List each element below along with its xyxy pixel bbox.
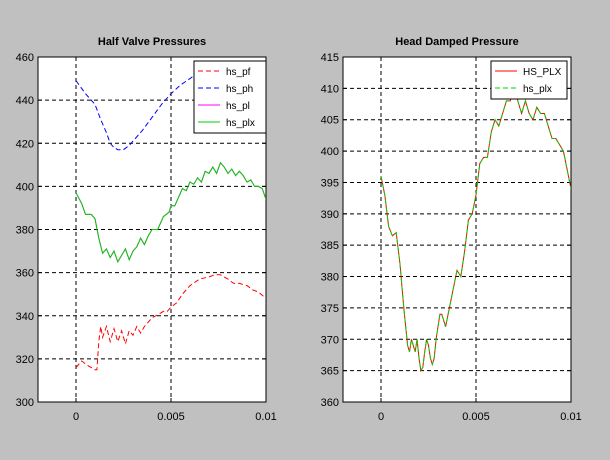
x-tick-label: 0.01 bbox=[255, 411, 276, 423]
data-series bbox=[380, 86, 571, 373]
y-tick-label: 365 bbox=[321, 366, 339, 378]
y-tick-label: 415 bbox=[321, 52, 339, 64]
x-tick-label: 0 bbox=[73, 411, 79, 423]
y-tick-label: 460 bbox=[16, 52, 34, 64]
y-tick-label: 400 bbox=[16, 181, 34, 193]
series-line-hs_plx bbox=[380, 86, 571, 373]
x-tick-label: 0 bbox=[378, 411, 384, 423]
y-tick-label: 395 bbox=[321, 177, 339, 189]
y-tick-label: 400 bbox=[321, 146, 339, 158]
y-tick-label: 390 bbox=[321, 209, 339, 221]
legend-box bbox=[193, 60, 267, 134]
x-tick-label: 0.005 bbox=[462, 411, 490, 423]
x-tick-label: 0.005 bbox=[157, 411, 185, 423]
series-line-hs_ph bbox=[75, 73, 197, 151]
y-tick-label: 320 bbox=[16, 354, 34, 366]
legend-label: hs_pf bbox=[226, 67, 251, 78]
series-line-hs_plx bbox=[75, 161, 266, 263]
legend-label: hs_plx bbox=[523, 84, 552, 95]
grid-lines bbox=[343, 57, 571, 402]
y-tick-label: 360 bbox=[16, 268, 34, 280]
y-tick-label: 385 bbox=[321, 240, 339, 252]
y-tick-label: 300 bbox=[16, 397, 34, 409]
head-damped-pressure-chart: Head Damped Pressure 3603653703753803853… bbox=[321, 36, 582, 423]
legend-box bbox=[490, 60, 568, 100]
axis-ticks: 360 365 370 375 380 385 390 395 400 405 410 415 0 0.0… bbox=[321, 52, 582, 423]
y-tick-label: 380 bbox=[16, 225, 34, 237]
legend-label: hs_ph bbox=[226, 84, 253, 95]
y-tick-label: 405 bbox=[321, 115, 339, 127]
series-line-hs_pf bbox=[75, 274, 266, 371]
chart-title: Half Valve Pressures bbox=[98, 36, 206, 48]
axis-ticks: 300 320 340 360 380 400 420 440 460 0 0.005 0.01 bbox=[16, 52, 277, 423]
x-tick-label: 0.01 bbox=[560, 411, 581, 423]
legend: HS_PLX hs_plx bbox=[490, 60, 568, 100]
y-tick-label: 375 bbox=[321, 303, 339, 315]
half-valve-pressures-chart: Half Valve Pressures 300 320 340 360 380 400 4… bbox=[16, 36, 277, 423]
y-tick-label: 340 bbox=[16, 311, 34, 323]
y-tick-label: 380 bbox=[321, 272, 339, 284]
chart-title: Head Damped Pressure bbox=[395, 36, 519, 48]
y-tick-label: 420 bbox=[16, 138, 34, 150]
legend: hs_pf hs_ph hs_pl hs_plx bbox=[193, 60, 267, 134]
legend-label: HS_PLX bbox=[523, 67, 562, 78]
y-tick-label: 440 bbox=[16, 95, 34, 107]
legend-label: hs_pl bbox=[226, 101, 250, 112]
y-tick-label: 360 bbox=[321, 397, 339, 409]
data-series bbox=[75, 73, 266, 371]
legend-label: hs_plx bbox=[226, 118, 255, 129]
y-tick-label: 410 bbox=[321, 83, 339, 95]
y-tick-label: 370 bbox=[321, 334, 339, 346]
